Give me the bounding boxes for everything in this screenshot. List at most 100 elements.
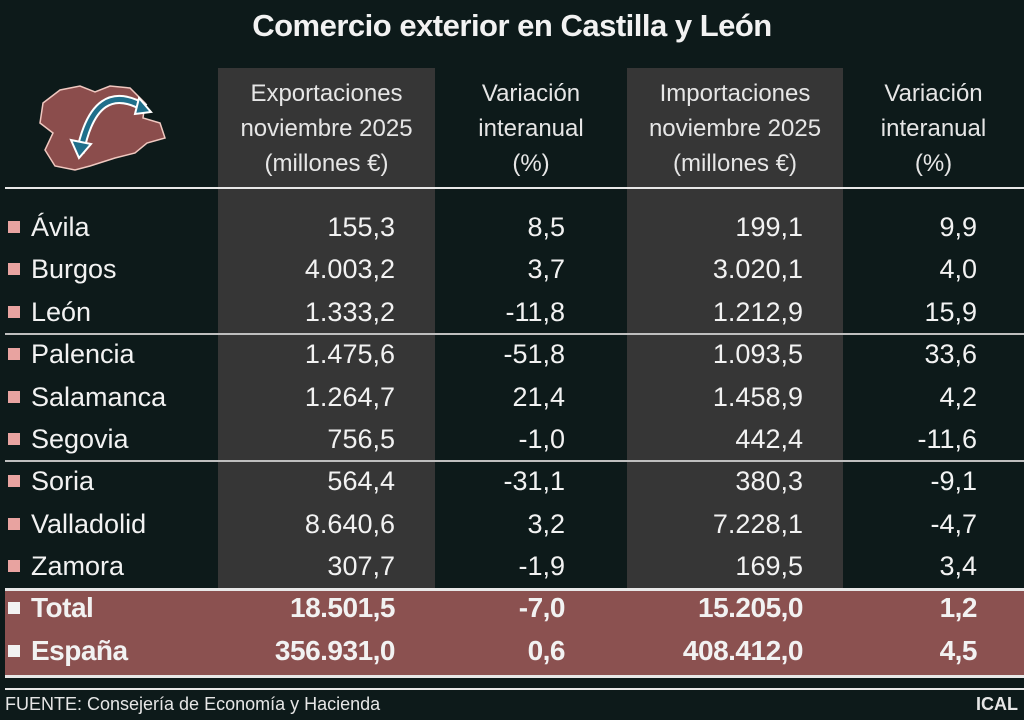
exports-value: 8.640,6 xyxy=(304,508,395,539)
row-label: León xyxy=(31,296,92,327)
table-row: Salamanca 1.264,7 21,4 1.458,9 4,2 xyxy=(0,376,1024,418)
exports-value: 307,7 xyxy=(327,551,395,582)
imports-value: 15.205,0 xyxy=(698,592,804,623)
header-divider xyxy=(5,187,1024,189)
header-line: Importaciones xyxy=(659,80,811,107)
imports-value: 442,4 xyxy=(735,424,803,454)
imports-variation: 15,9 xyxy=(924,296,977,327)
bullet-icon xyxy=(8,390,20,403)
source-note: FUENTE: Consejería de Economía y Haciend… xyxy=(5,694,381,714)
exports-variation: -11,8 xyxy=(505,296,565,327)
imports-column-shade xyxy=(627,68,843,588)
exports-variation: 3,2 xyxy=(527,508,565,539)
agency-credit: ICAL xyxy=(976,694,1018,714)
bullet-icon xyxy=(8,305,20,318)
castilla-y-leon-map-icon xyxy=(39,85,166,171)
header-line: (millones €) xyxy=(264,150,389,177)
bullet-icon xyxy=(8,602,20,614)
exports-value: 1.333,2 xyxy=(304,296,395,327)
imports-variation: 4,2 xyxy=(939,381,977,412)
imports-variation: 4,5 xyxy=(939,635,978,666)
exports-variation: -51,8 xyxy=(503,339,565,370)
header-line: (%) xyxy=(914,150,953,177)
header-line: Variación xyxy=(884,80,983,107)
exports-value: 4.003,2 xyxy=(304,254,395,285)
exports-value: 18.501,5 xyxy=(290,592,396,623)
exports-value: 1.475,6 xyxy=(304,339,395,370)
totals-highlight xyxy=(5,588,1024,678)
exports-variation: 3,7 xyxy=(527,254,565,285)
row-label: Palencia xyxy=(31,339,135,370)
bullet-icon xyxy=(8,475,20,488)
exports-value: 1.264,7 xyxy=(304,381,395,412)
exports-variation: 8,5 xyxy=(527,212,565,242)
imports-variation: -11,6 xyxy=(917,424,977,454)
bullet-icon xyxy=(8,348,20,361)
imports-value: 3.020,1 xyxy=(712,254,803,285)
row-label: Total xyxy=(31,592,94,623)
bullet-icon xyxy=(8,645,20,657)
exports-value: 756,5 xyxy=(327,424,395,454)
exports-value: 564,4 xyxy=(327,466,395,497)
header-imports-variation: Variación interanual (%) xyxy=(843,76,1024,181)
total-row: España 356.931,0 0,6 408.412,0 4,5 xyxy=(0,630,1024,672)
table-row: Soria 564,4 -31,1 380,3 -9,1 xyxy=(0,460,1024,502)
exports-value: 356.931,0 xyxy=(274,635,396,666)
imports-value: 199,1 xyxy=(735,212,803,242)
imports-value: 1.212,9 xyxy=(712,296,803,327)
header-line: (%) xyxy=(512,150,550,177)
table-row: Palencia 1.475,6 -51,8 1.093,5 33,6 xyxy=(0,333,1024,375)
exports-variation: -31,1 xyxy=(503,466,565,497)
row-label: Soria xyxy=(31,466,95,497)
table-row: Segovia 756,5 -1,0 442,4 -11,6 xyxy=(0,418,1024,460)
header-line: noviembre 2025 xyxy=(240,115,413,142)
imports-value: 1.458,9 xyxy=(712,381,803,412)
exports-value: 155,3 xyxy=(327,212,395,242)
imports-value: 169,5 xyxy=(735,551,803,582)
exports-column-shade xyxy=(218,68,435,588)
header-line: Variación xyxy=(481,80,581,107)
row-label: Salamanca xyxy=(31,381,167,412)
imports-value: 408.412,0 xyxy=(682,635,804,666)
table-row: Valladolid 8.640,6 3,2 7.228,1 -4,7 xyxy=(0,503,1024,545)
imports-value: 7.228,1 xyxy=(712,508,803,539)
imports-variation: 9,9 xyxy=(939,212,977,242)
row-label: Zamora xyxy=(31,551,125,582)
bullet-icon xyxy=(8,433,20,445)
exports-variation: 0,6 xyxy=(527,635,566,666)
row-label: Valladolid xyxy=(31,508,147,539)
header-line: interanual xyxy=(880,115,987,142)
exports-variation: -7,0 xyxy=(518,592,566,623)
bullet-icon xyxy=(8,221,20,233)
imports-variation: 4,0 xyxy=(939,254,977,285)
row-label: Burgos xyxy=(31,254,117,285)
table-row: Burgos 4.003,2 3,7 3.020,1 4,0 xyxy=(0,248,1024,290)
bullet-icon xyxy=(8,560,20,573)
row-label: España xyxy=(31,635,128,666)
table-row: León 1.333,2 -11,8 1.212,9 15,9 xyxy=(0,291,1024,333)
table-row: Ávila 155,3 8,5 199,1 9,9 xyxy=(0,206,1024,248)
group-divider xyxy=(5,333,1024,335)
header-imports: Importaciones noviembre 2025 (millones €… xyxy=(627,76,843,181)
header-line: noviembre 2025 xyxy=(648,115,822,142)
exports-variation: -1,9 xyxy=(518,551,565,582)
imports-value: 1.093,5 xyxy=(712,339,803,370)
footer-divider xyxy=(5,688,1024,690)
imports-value: 380,3 xyxy=(735,466,803,497)
table-title: Comercio exterior en Castilla y León xyxy=(252,8,772,43)
imports-variation: 1,2 xyxy=(939,592,978,623)
row-label: Segovia xyxy=(31,424,129,454)
bullet-icon xyxy=(8,517,20,530)
bullet-icon xyxy=(8,263,20,276)
exports-variation: 21,4 xyxy=(512,381,565,412)
total-row: Total 18.501,5 -7,0 15.205,0 1,2 xyxy=(0,587,1024,629)
table-row: Zamora 307,7 -1,9 169,5 3,4 xyxy=(0,545,1024,587)
imports-variation: 33,6 xyxy=(924,339,977,370)
header-line: (millones €) xyxy=(672,150,798,177)
header-line: Exportaciones xyxy=(250,80,403,107)
imports-variation: -9,1 xyxy=(930,466,977,497)
header-line: interanual xyxy=(478,115,584,142)
header-exports-variation: Variación interanual (%) xyxy=(435,76,627,181)
imports-variation: -4,7 xyxy=(930,508,977,539)
row-label: Ávila xyxy=(31,212,90,242)
